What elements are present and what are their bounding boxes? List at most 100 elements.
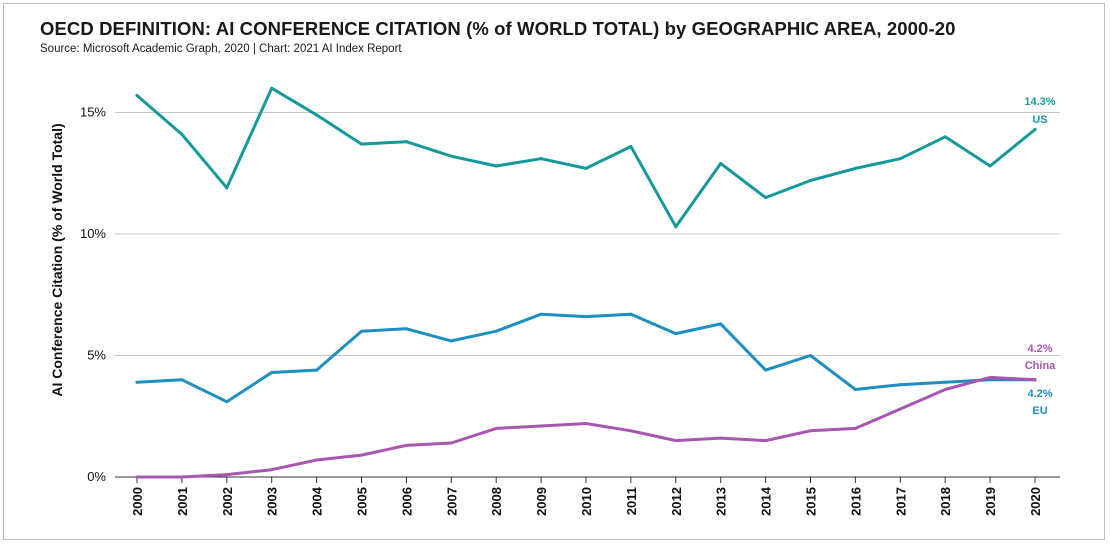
x-tick-label: 2017 (893, 487, 908, 516)
data-point-china (135, 475, 139, 479)
x-tick-label: 2004 (310, 486, 325, 516)
data-point-china (539, 424, 543, 428)
data-point-china (853, 426, 857, 430)
data-point-us (584, 166, 588, 170)
data-point-china (584, 422, 588, 426)
end-labels: 14.3% US 4.2% EU 4.2% China (1024, 96, 1056, 417)
data-point-eu (629, 312, 633, 316)
chart-subtitle: Source: Microsoft Academic Graph, 2020 |… (40, 43, 402, 55)
data-point-eu (270, 371, 274, 375)
data-point-eu (315, 368, 319, 372)
data-point-eu (225, 400, 229, 404)
data-point-china (180, 475, 184, 479)
data-point-us (898, 157, 902, 161)
x-tick-label: 2016 (848, 487, 863, 516)
x-tick-label: 2018 (938, 487, 953, 516)
end-value-label-china: 4.2% (1027, 343, 1052, 355)
data-point-china (809, 429, 812, 433)
data-point-us (180, 132, 184, 136)
chart-frame (3, 3, 1105, 540)
x-tick-label: 2000 (130, 487, 145, 516)
data-point-eu (404, 327, 408, 331)
data-point-us (539, 157, 543, 161)
data-point-eu (853, 388, 857, 392)
data-point-eu (719, 322, 723, 326)
data-point-china (494, 426, 498, 430)
data-point-us (449, 154, 453, 158)
data-point-us (853, 166, 857, 170)
y-tick-label: 15% (80, 105, 106, 120)
data-point-eu (180, 378, 184, 382)
data-point-china (315, 458, 319, 462)
data-point-eu (674, 332, 678, 336)
data-point-us (494, 164, 498, 168)
data-point-china (943, 388, 947, 392)
data-point-eu (360, 329, 363, 333)
data-point-china (404, 443, 408, 447)
data-point-us (404, 140, 408, 144)
data-point-eu (809, 354, 812, 357)
x-tick-label: 2005 (355, 487, 370, 516)
x-tick-label: 2003 (265, 487, 280, 516)
y-axis-ticks: 0% 5% 10% 15% (80, 105, 106, 485)
x-tick-label: 2012 (669, 487, 684, 516)
data-point-china (764, 439, 768, 443)
x-tick-label: 2006 (399, 487, 414, 516)
data-point-china (674, 439, 678, 443)
x-tick-label: 2011 (624, 487, 639, 515)
x-tick-label: 2007 (444, 487, 459, 516)
data-point-china (719, 436, 723, 440)
x-tick-label: 2013 (714, 487, 729, 516)
end-value-label-us: 14.3% (1024, 96, 1055, 108)
series-line-eu (135, 312, 1037, 404)
x-tick-label: 2019 (983, 487, 998, 516)
y-tick-label: 0% (87, 469, 106, 484)
end-value-label-eu: 4.2% (1027, 388, 1052, 400)
y-tick-label: 10% (80, 226, 106, 241)
x-axis-ticks: 2000 2001 2002 2003 2004 2005 2006 2007 2008 2009… (130, 477, 1043, 516)
data-point-us (719, 162, 723, 166)
data-point-china (988, 375, 992, 379)
series-lines (135, 86, 1037, 479)
data-point-eu (494, 329, 498, 333)
gridlines (115, 112, 1060, 478)
data-point-us (270, 86, 274, 90)
data-point-us (1033, 128, 1037, 132)
series-line-china (135, 375, 1037, 479)
data-point-china (898, 407, 902, 411)
x-tick-label: 2015 (804, 487, 819, 516)
x-tick-label: 2002 (220, 487, 235, 516)
data-point-china (225, 473, 229, 477)
data-point-china (629, 429, 633, 433)
x-tick-label: 2010 (579, 487, 594, 516)
data-point-us (135, 93, 139, 97)
data-point-us (315, 113, 319, 117)
data-point-us (360, 142, 363, 146)
data-point-us (225, 186, 229, 190)
data-point-us (988, 164, 992, 168)
data-point-china (449, 441, 453, 445)
data-point-eu (539, 312, 543, 316)
x-tick-label: 2009 (534, 487, 549, 516)
data-point-china (1033, 378, 1037, 382)
end-name-label-china: China (1025, 360, 1056, 372)
data-point-eu (943, 380, 947, 384)
x-tick-label: 2001 (175, 487, 190, 516)
data-point-china (270, 468, 274, 472)
data-point-us (674, 225, 678, 229)
chart-title: OECD DEFINITION: AI CONFERENCE CITATION … (40, 18, 956, 39)
x-tick-label: 2014 (759, 486, 774, 516)
data-point-us (764, 196, 768, 200)
data-point-eu (449, 339, 453, 343)
data-point-eu (764, 368, 768, 372)
data-point-china (360, 453, 363, 457)
data-point-eu (135, 380, 139, 384)
data-point-eu (898, 383, 902, 387)
end-name-label-us: US (1032, 114, 1047, 126)
x-tick-label: 2008 (489, 487, 504, 516)
y-tick-label: 5% (87, 348, 106, 363)
data-point-us (809, 179, 812, 183)
end-name-label-eu: EU (1032, 405, 1047, 417)
data-point-eu (584, 315, 588, 319)
